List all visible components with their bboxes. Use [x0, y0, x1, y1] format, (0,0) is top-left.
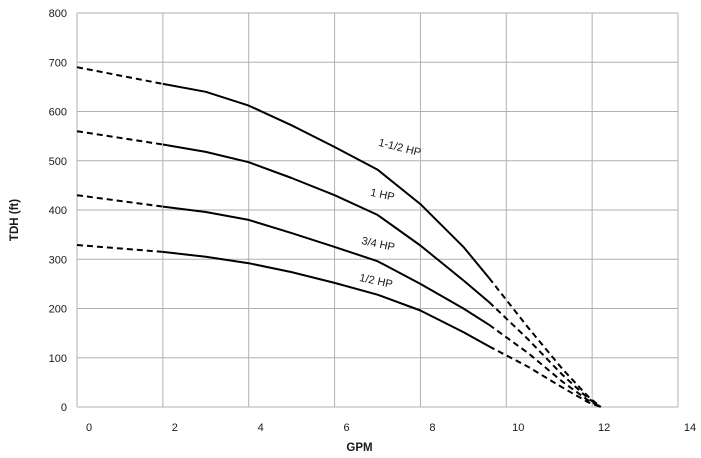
curve-3-4-hp-dashed-start — [76, 194, 164, 208]
x-axis-title: GPM — [346, 442, 372, 454]
curve-1-hp-dashed-end — [488, 301, 602, 408]
curve-1-1-2-hp-solid — [162, 82, 490, 279]
curve-label-1-2-hp: 1/2 HP — [358, 272, 393, 291]
curve-label-1-1-2-hp: 1-1/2 HP — [377, 137, 422, 159]
y-tick-label-100: 100 — [49, 353, 67, 365]
curve-1-1-2-hp-dashed-start — [76, 66, 164, 85]
y-tick-label-400: 400 — [49, 205, 67, 217]
y-tick-label-300: 300 — [49, 254, 67, 266]
y-tick-label-800: 800 — [49, 8, 67, 20]
y-tick-label-0: 0 — [61, 402, 67, 414]
curves — [76, 66, 602, 408]
curve-1-2-hp-dashed-end — [488, 345, 602, 408]
curve-1-hp-solid — [162, 143, 490, 303]
x-tick-label-0: 0 — [86, 422, 92, 434]
y-axis-title: TDH (ft) — [9, 199, 21, 241]
x-tick-label-8: 8 — [429, 422, 435, 434]
curve-label-1-hp: 1 HP — [369, 187, 395, 204]
x-tick-label-2: 2 — [172, 422, 178, 434]
curve-labels: 1-1/2 HP 1 HP 3/4 HP 1/2 HP — [358, 137, 422, 291]
curve-1-1-2-hp-dashed-end — [488, 277, 602, 408]
curve-3-4-hp-solid — [162, 205, 490, 326]
x-tick-label-12: 12 — [598, 422, 610, 434]
curve-1-2-hp-dashed-start — [76, 244, 163, 253]
x-tick-label-4: 4 — [258, 422, 264, 434]
curve-label-3-4-hp: 3/4 HP — [360, 235, 395, 254]
x-tick-label-14: 14 — [684, 422, 696, 434]
y-tick-label-200: 200 — [49, 304, 67, 316]
y-tick-label-500: 500 — [49, 156, 67, 168]
curve-1-2-hp-solid — [162, 250, 490, 348]
y-tick-label-700: 700 — [49, 57, 67, 69]
grid — [76, 12, 679, 408]
x-tick-label-10: 10 — [512, 422, 524, 434]
curve-1-hp-dashed-start — [76, 130, 164, 146]
curve-3-4-hp-dashed-end — [488, 323, 602, 408]
x-tick-label-6: 6 — [344, 422, 350, 434]
tick-labels: 0 2 4 6 8 10 12 14 0 100 200 300 400 500 600 700 800 — [49, 8, 696, 434]
y-tick-label-600: 600 — [49, 107, 67, 119]
